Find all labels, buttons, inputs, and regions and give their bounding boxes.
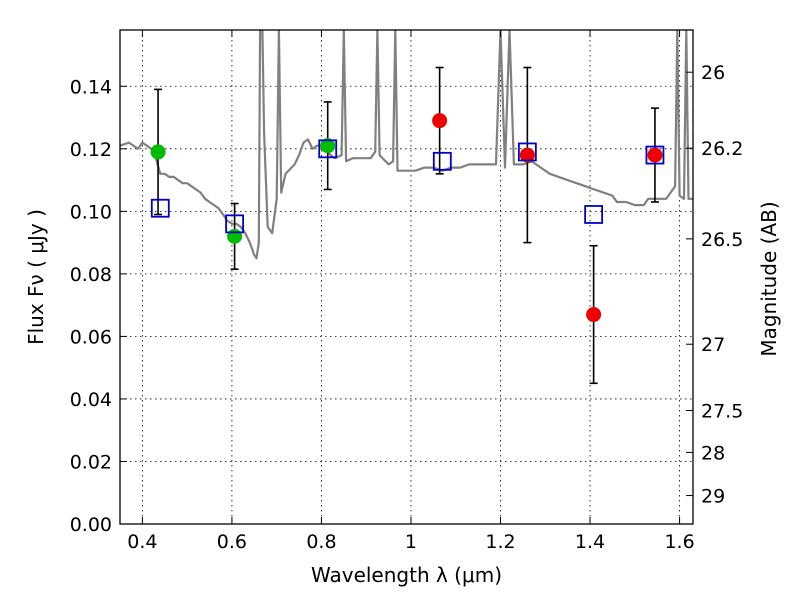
- y-tick-label: 0.06: [70, 326, 112, 348]
- right-tick-label: 26.2: [701, 138, 743, 160]
- y-tick-label: 0.08: [70, 264, 112, 286]
- y-axis-label: Flux Fν ( μJy ): [24, 209, 48, 345]
- model-point: [645, 145, 665, 165]
- model-point: [318, 139, 338, 159]
- data-point: [647, 147, 663, 163]
- y-tick-label: 0.02: [70, 451, 112, 473]
- y-tick-label: 0.12: [70, 139, 112, 161]
- x-tick-label: 0.6: [217, 531, 247, 553]
- right-tick-label: 27.5: [701, 401, 743, 423]
- y-tick-label: 0.04: [70, 389, 112, 411]
- model-point: [584, 205, 604, 224]
- data-point: [586, 307, 602, 323]
- model-point: [150, 198, 170, 218]
- x-axis-label: Wavelength λ (μm): [311, 563, 502, 587]
- model-spectrum: [120, 30, 693, 260]
- model-point: [432, 151, 452, 171]
- right-tick-label: 26: [701, 62, 725, 84]
- right-tick-label: 26.5: [701, 229, 743, 251]
- data-point: [432, 113, 448, 129]
- right-axis-label: Magnitude (AB): [757, 201, 781, 356]
- x-tick-label: 1.2: [485, 531, 515, 553]
- model-point: [517, 142, 537, 162]
- data-point: [150, 144, 166, 160]
- y-tick-label: 0.00: [70, 514, 112, 536]
- error-bars: [154, 66, 659, 385]
- spectrum-line: [120, 30, 693, 260]
- x-tick-label: 1: [405, 531, 417, 553]
- x-tick-label: 0.4: [127, 531, 157, 553]
- data-point: [227, 228, 243, 244]
- right-tick-label: 28: [701, 442, 725, 464]
- right-tick-label: 29: [701, 486, 725, 508]
- y-tick-label: 0.14: [70, 76, 112, 98]
- gridlines: [120, 30, 693, 525]
- x-tick-label: 1.4: [575, 531, 605, 553]
- model-point: [225, 214, 245, 234]
- right-tick-label: 27: [701, 334, 725, 356]
- data-point: [519, 147, 535, 163]
- data-point: [320, 138, 336, 154]
- plot-frame: [119, 29, 694, 525]
- data-markers: [150, 113, 665, 323]
- x-tick-label: 1.6: [664, 531, 694, 553]
- y-tick-label: 0.10: [70, 201, 112, 223]
- axis-ticks: 0.4 0.6 0.8 1 1.2 1.4 1.6 0.00 0.02 0.04 0.06 0.08 0…: [70, 30, 743, 553]
- x-tick-label: 0.8: [306, 531, 336, 553]
